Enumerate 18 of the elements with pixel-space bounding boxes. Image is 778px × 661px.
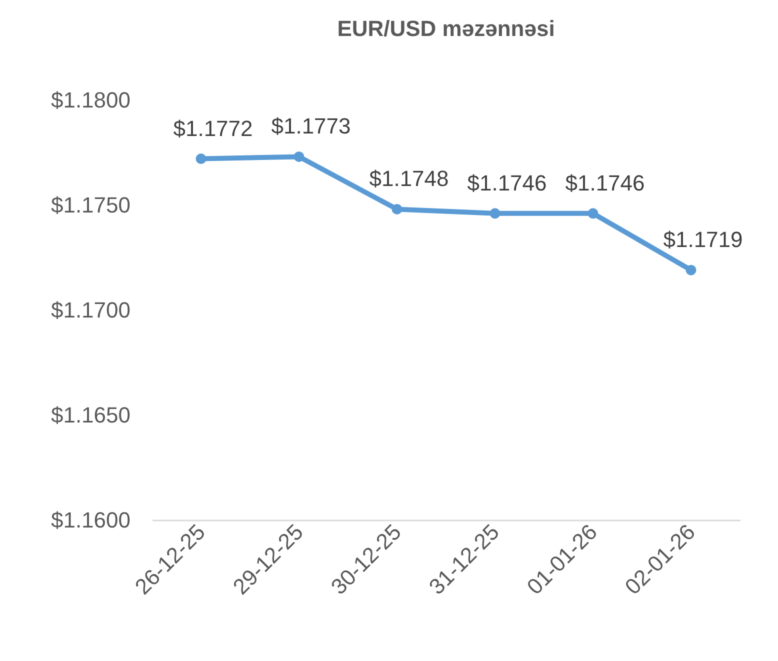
point [686, 264, 696, 276]
point [196, 154, 206, 164]
chart-title: EUR/USD məzənnəsi [337, 16, 555, 41]
y-tick-label: $1.1700 [50, 298, 130, 322]
y-tick-label: $1.1650 [50, 402, 130, 428]
data-label: $1.1746 [467, 170, 547, 196]
y-tick-label: $1.1800 [50, 88, 130, 112]
y-tick-label: $1.1750 [50, 192, 130, 218]
point [392, 204, 402, 214]
point [588, 208, 598, 219]
data-label: $1.1719 [663, 227, 743, 252]
y-tick-label: $1.1600 [50, 508, 130, 532]
data-label: $1.1772 [173, 116, 253, 141]
point [490, 208, 500, 219]
data-label: $1.1773 [271, 114, 351, 139]
data-label: $1.1746 [565, 170, 645, 196]
point [294, 151, 304, 162]
data-label: $1.1748 [369, 166, 449, 192]
